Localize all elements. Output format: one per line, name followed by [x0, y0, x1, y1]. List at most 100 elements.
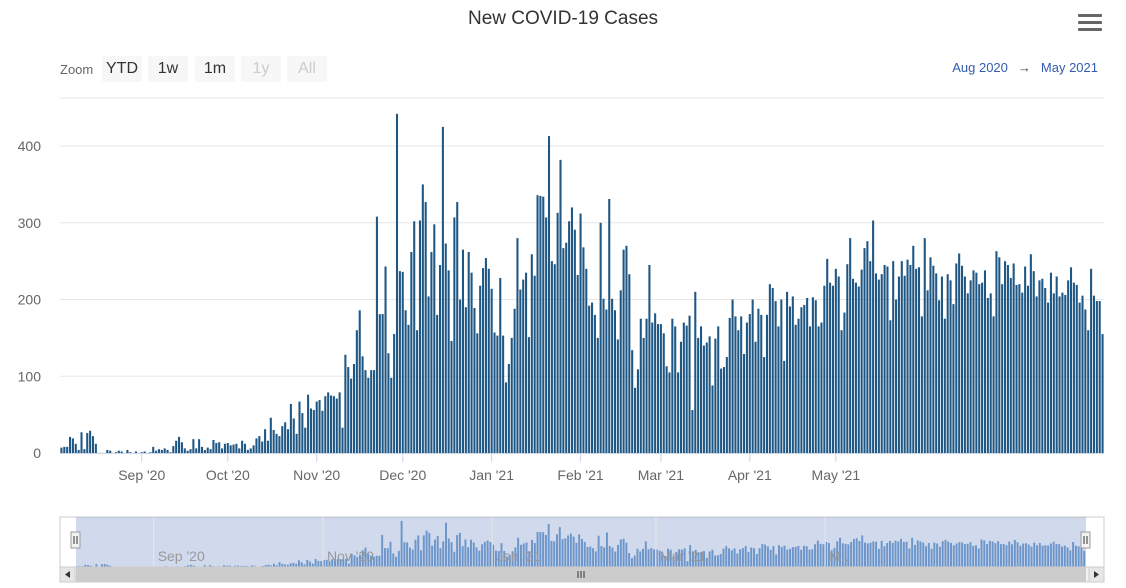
bar[interactable] [467, 251, 470, 453]
bar[interactable] [923, 238, 926, 453]
bar[interactable] [682, 322, 685, 453]
bar[interactable] [444, 243, 447, 454]
bar[interactable] [461, 249, 465, 453]
bar[interactable] [740, 316, 743, 453]
bar[interactable] [975, 272, 978, 453]
bar[interactable] [186, 450, 189, 453]
bar[interactable] [702, 345, 705, 453]
bar[interactable] [74, 443, 77, 453]
bar[interactable] [378, 314, 381, 453]
bar[interactable] [393, 334, 396, 453]
bar[interactable] [160, 449, 163, 453]
bar[interactable] [814, 300, 817, 453]
bar[interactable] [499, 278, 502, 453]
bar[interactable] [404, 310, 407, 453]
bar[interactable] [808, 326, 812, 453]
bar[interactable] [284, 422, 287, 453]
bar[interactable] [562, 248, 565, 453]
bar[interactable] [89, 430, 92, 453]
bar[interactable] [241, 440, 244, 453]
bar[interactable] [401, 271, 404, 453]
bar[interactable] [166, 449, 169, 453]
bar[interactable] [504, 382, 508, 453]
bar[interactable] [155, 450, 158, 453]
bar[interactable] [966, 293, 969, 453]
bar[interactable] [880, 274, 883, 453]
bar[interactable] [591, 302, 594, 453]
bar[interactable] [1024, 266, 1027, 453]
bar[interactable] [1081, 295, 1084, 453]
bar[interactable] [324, 396, 327, 453]
bar[interactable] [760, 314, 763, 453]
bar[interactable] [433, 224, 436, 453]
bar[interactable] [387, 353, 390, 453]
bar[interactable] [949, 280, 952, 453]
bar[interactable] [570, 207, 573, 453]
bar[interactable] [697, 337, 700, 453]
bar[interactable] [169, 452, 172, 453]
bar[interactable] [768, 284, 771, 453]
bar[interactable] [69, 436, 72, 453]
bar[interactable] [510, 337, 513, 453]
hamburger-menu-icon[interactable] [1078, 14, 1102, 32]
bar[interactable] [157, 449, 160, 453]
bar[interactable] [218, 442, 221, 453]
bar[interactable] [459, 299, 462, 453]
bar[interactable] [278, 436, 281, 453]
bar[interactable] [1090, 268, 1093, 453]
bar[interactable] [645, 318, 648, 453]
bar[interactable] [903, 275, 906, 453]
bar[interactable] [935, 273, 938, 453]
bar[interactable] [367, 377, 370, 453]
bar[interactable] [527, 337, 530, 453]
bar[interactable] [550, 261, 553, 453]
bar[interactable] [332, 396, 335, 453]
bar[interactable] [309, 408, 312, 453]
bar[interactable] [352, 363, 356, 453]
bar[interactable] [920, 316, 923, 453]
bar[interactable] [152, 446, 155, 453]
bar[interactable] [593, 314, 596, 453]
bar[interactable] [1021, 292, 1024, 453]
range-from[interactable]: Aug 2020 [952, 60, 1008, 75]
bar[interactable] [1052, 293, 1055, 453]
bar[interactable] [456, 202, 459, 453]
bar[interactable] [895, 299, 898, 453]
bar[interactable] [149, 452, 152, 453]
range-to[interactable]: May 2021 [1040, 60, 1098, 75]
bar[interactable] [536, 195, 539, 453]
bar[interactable] [223, 443, 226, 453]
bar[interactable] [671, 318, 674, 453]
bar[interactable] [774, 301, 777, 453]
bar[interactable] [1018, 284, 1021, 453]
bar[interactable] [129, 452, 132, 453]
bar[interactable] [1075, 284, 1078, 453]
bar[interactable] [198, 439, 201, 453]
bar[interactable] [252, 445, 255, 453]
bar[interactable] [502, 335, 505, 453]
bar[interactable] [1049, 272, 1052, 453]
bar[interactable] [516, 238, 519, 453]
bar[interactable] [940, 276, 943, 454]
bar[interactable] [751, 299, 754, 453]
bar[interactable] [295, 433, 298, 453]
bar[interactable] [978, 284, 981, 453]
bar[interactable] [177, 436, 181, 453]
bar[interactable] [826, 258, 829, 453]
bar[interactable] [656, 324, 660, 453]
bar[interactable] [628, 274, 631, 453]
bar[interactable] [438, 264, 442, 453]
bar[interactable] [347, 367, 350, 453]
bar[interactable] [490, 288, 493, 453]
bar[interactable] [797, 318, 800, 453]
bar[interactable] [915, 268, 918, 453]
bar[interactable] [1035, 296, 1038, 453]
bar[interactable] [464, 307, 467, 453]
bar[interactable] [889, 320, 892, 453]
bar[interactable] [1041, 278, 1044, 453]
bar[interactable] [849, 238, 852, 453]
bar[interactable] [992, 316, 995, 453]
bar[interactable] [418, 220, 421, 453]
bar[interactable] [246, 449, 249, 453]
bar[interactable] [582, 247, 585, 453]
